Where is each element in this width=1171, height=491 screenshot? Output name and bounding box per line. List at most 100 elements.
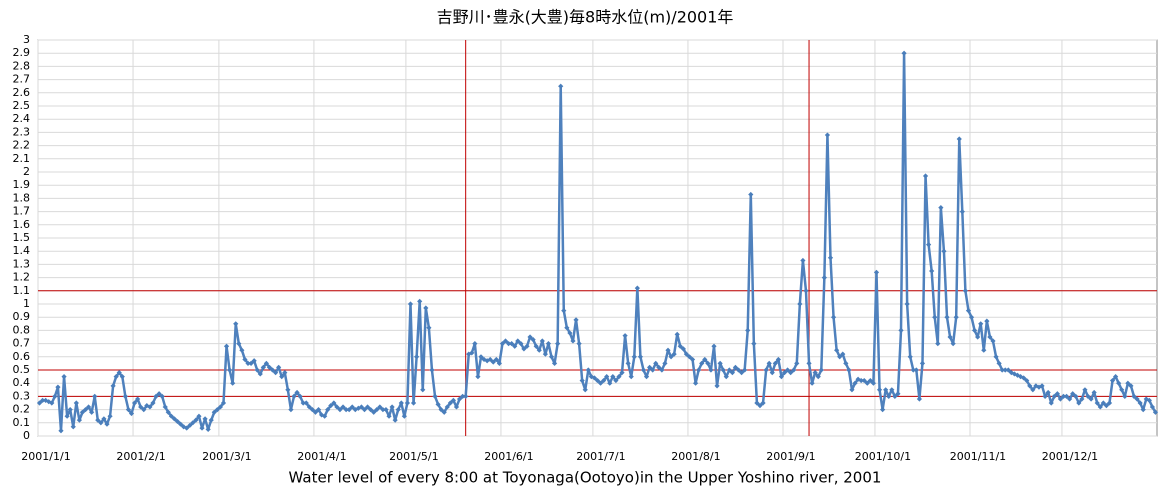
data-point [1152, 409, 1159, 415]
data-point [184, 425, 190, 431]
data-point [417, 298, 423, 304]
data-point [435, 401, 441, 407]
x-axis-label: Water level of every 8:00 at Toyonaga(Oo… [289, 469, 882, 487]
data-point [309, 407, 315, 413]
data-point [962, 288, 968, 294]
y-tick-label: 2.7 [13, 73, 31, 86]
data-point [156, 391, 162, 397]
data-point [401, 413, 407, 419]
data-point [594, 377, 601, 384]
data-point [297, 393, 303, 399]
y-tick-label: 1.5 [13, 231, 31, 244]
x-tick-label: 2001/2/1 [116, 450, 165, 463]
data-point [487, 356, 493, 363]
x-tick-label: 2001/5/1 [389, 450, 438, 463]
data-point [539, 338, 545, 344]
data-point [812, 370, 818, 376]
data-point [1067, 396, 1073, 402]
data-point [1048, 400, 1054, 406]
data-point [628, 374, 634, 380]
x-tick-label: 2001/12/1 [1042, 450, 1098, 463]
data-point [935, 341, 941, 347]
y-tick-label: 0 [23, 429, 30, 442]
data-point [1137, 400, 1143, 406]
data-point [285, 387, 291, 393]
data-point [984, 318, 990, 324]
data-point [1070, 391, 1076, 397]
data-point [1149, 404, 1156, 410]
data-point [806, 360, 812, 366]
data-point [251, 358, 257, 364]
data-point [555, 341, 561, 347]
data-point [67, 407, 73, 413]
data-point [202, 416, 208, 422]
data-point [1091, 389, 1097, 396]
data-point [907, 354, 913, 360]
data-point [315, 407, 322, 413]
data-point [922, 173, 929, 179]
data-point [968, 314, 975, 320]
chart-title: 吉野川･豊永(大豊)毎8時水位(m)/2001年 [437, 8, 734, 27]
data-point [266, 364, 273, 370]
data-point [754, 400, 760, 406]
data-point [527, 334, 533, 340]
data-point [867, 377, 873, 384]
data-point [533, 343, 539, 349]
data-point [395, 407, 401, 413]
data-point [916, 396, 923, 402]
data-point [830, 314, 837, 320]
data-point [147, 404, 153, 410]
data-point [1036, 384, 1042, 390]
y-tick-label: 1.9 [13, 178, 31, 191]
data-point [460, 393, 466, 399]
data-point [757, 403, 763, 409]
data-point [1027, 383, 1033, 389]
data-point [873, 269, 880, 275]
data-point [702, 356, 708, 363]
data-point [1039, 383, 1045, 389]
data-point [987, 334, 993, 340]
y-tick-label: 1.4 [13, 244, 31, 257]
data-point [260, 364, 266, 370]
data-point [837, 354, 843, 360]
data-point [978, 321, 984, 327]
data-point [910, 367, 916, 373]
data-point [975, 334, 981, 340]
data-point [1122, 393, 1128, 399]
data-point [469, 350, 475, 356]
data-point [1051, 393, 1057, 399]
data-point [895, 391, 901, 397]
data-point [211, 409, 217, 415]
data-point [597, 380, 604, 386]
data-point [187, 422, 193, 429]
y-tick-label: 2.8 [13, 59, 31, 72]
data-point [380, 407, 386, 413]
data-point [640, 367, 647, 373]
data-point [763, 367, 769, 373]
y-tick-label: 1.3 [13, 257, 31, 270]
data-point [220, 400, 227, 406]
data-point [248, 360, 254, 366]
data-point [981, 347, 987, 353]
data-point [85, 404, 92, 410]
data-point [208, 417, 214, 423]
data-point [205, 426, 211, 432]
data-point [524, 343, 530, 349]
data-point [450, 397, 457, 403]
data-point [625, 360, 631, 366]
data-point [634, 285, 640, 291]
data-point [61, 374, 67, 380]
data-point [892, 393, 898, 399]
data-point [1100, 400, 1106, 406]
data-point [518, 341, 524, 347]
y-tick-label: 2.3 [13, 125, 31, 138]
data-point [306, 404, 312, 410]
data-point [328, 403, 334, 409]
data-point [1045, 389, 1051, 396]
data-point [414, 354, 420, 360]
data-point [334, 404, 340, 410]
data-point [272, 370, 279, 376]
data-point [312, 409, 319, 415]
data-point [1076, 400, 1082, 406]
data-point [653, 360, 659, 366]
